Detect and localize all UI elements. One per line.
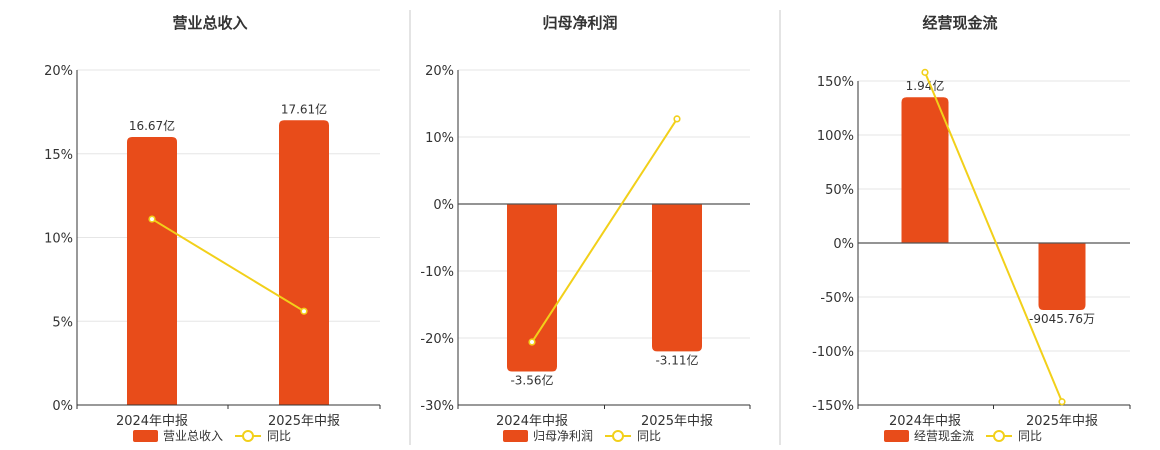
legend-line-marker (242, 430, 254, 442)
yoy-point (673, 115, 681, 123)
legend-line-label: 同比 (637, 429, 661, 443)
chart-title: 营业总收入 (172, 14, 247, 32)
legend-line-marker (993, 430, 1005, 442)
yoy-line (151, 218, 305, 313)
bar-data-label: 17.61亿 (281, 101, 327, 116)
bar-data-label: -3.56亿 (510, 373, 553, 388)
bar (507, 204, 557, 372)
y-tick-label: 0% (52, 399, 73, 414)
yoy-line (924, 71, 1063, 403)
legend-bar-swatch (884, 430, 909, 442)
y-tick-label: 0% (433, 198, 454, 213)
y-tick-label: 150% (817, 75, 854, 90)
legend-bar-swatch (503, 430, 528, 442)
x-tick-label: 2025年中报 (641, 414, 713, 429)
yoy-line (531, 118, 678, 343)
y-tick-label: -20% (420, 332, 454, 347)
bar (1038, 243, 1086, 310)
y-tick-label: 50% (825, 183, 854, 198)
bar (652, 204, 702, 352)
y-tick-label: -50% (820, 291, 854, 306)
y-tick-label: 20% (425, 64, 454, 79)
x-tick-label: 2024年中报 (116, 414, 188, 429)
legend-bar-label: 营业总收入 (163, 429, 223, 443)
legend-line-label: 同比 (1018, 429, 1042, 443)
x-tick-label: 2025年中报 (268, 414, 340, 429)
y-tick-label: -30% (420, 399, 454, 414)
y-tick-label: 0% (833, 237, 854, 252)
yoy-point (921, 68, 929, 76)
bar (127, 137, 177, 405)
y-tick-label: -150% (812, 399, 854, 414)
yoy-point (528, 338, 536, 346)
y-tick-label: 20% (44, 64, 73, 79)
legend-bar-label: 归母净利润 (533, 429, 593, 443)
y-tick-label: 10% (44, 232, 73, 247)
yoy-point (148, 215, 156, 223)
chart-title: 归母净利润 (542, 14, 617, 32)
y-tick-label: 10% (425, 131, 454, 146)
y-tick-label: -10% (420, 265, 454, 280)
bar-data-label: 16.67亿 (129, 118, 175, 133)
bar (901, 97, 949, 243)
chart-panel-1: 营业总收入 0% 5% 10% 15% 20% 16.67亿 17.61亿 2024年中报 202… (44, 14, 381, 443)
x-tick-label: 2024年中报 (889, 414, 961, 429)
yoy-point (1058, 398, 1066, 406)
legend-line-marker (612, 430, 624, 442)
legend-line-label: 同比 (267, 429, 291, 443)
bar (279, 120, 329, 405)
chart-title: 经营现金流 (922, 14, 997, 32)
bar-data-label: 1.94亿 (906, 78, 945, 93)
bar-data-label: -9045.76万 (1029, 312, 1095, 326)
yoy-point (300, 307, 308, 315)
chart-panel-2: 归母净利润 -30% -20% -10% 0% 10% 20% -3.56亿 -3.11亿 202… (420, 14, 751, 443)
x-tick-label: 2024年中报 (496, 414, 568, 429)
y-tick-label: 15% (44, 148, 73, 163)
y-tick-label: 100% (817, 129, 854, 144)
bar-data-label: -3.11亿 (655, 352, 698, 367)
y-tick-label: -100% (812, 345, 854, 360)
legend-bar-swatch (133, 430, 158, 442)
legend-bar-label: 经营现金流 (914, 428, 974, 443)
y-tick-label: 5% (52, 315, 73, 330)
chart-panel-3: 经营现金流 -150% -100% -50% 0% 50% 100% 150% 1.94亿 -90… (812, 14, 1131, 443)
x-tick-label: 2025年中报 (1026, 414, 1098, 429)
